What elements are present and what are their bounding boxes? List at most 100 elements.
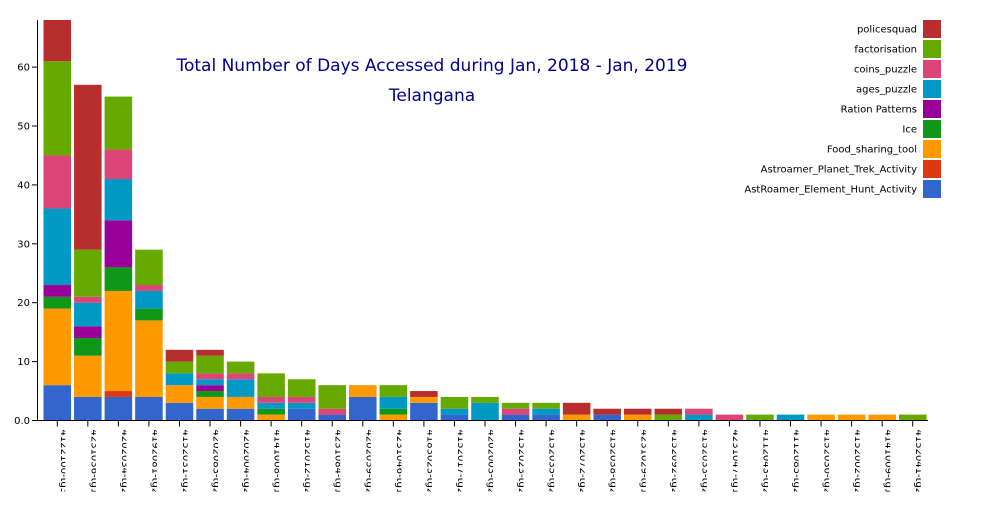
x-tick-label: 4141009-tg109 — [883, 430, 894, 508]
bar-segment — [532, 402, 560, 409]
x-tick-label: 4152002-tg202 — [852, 430, 863, 508]
legend-label: factorisation — [854, 45, 917, 56]
bar-segment — [226, 396, 255, 409]
bar-segment — [562, 414, 591, 421]
bar-segment — [532, 414, 560, 421]
x-tick-label: 4152038-tg238 — [608, 430, 619, 508]
legend: policesquad factorisation coins_puzzleages… — [744, 20, 941, 198]
bar-segment — [379, 385, 408, 397]
legend-swatch — [923, 60, 941, 78]
bar-segment — [104, 179, 133, 221]
bar-segment — [226, 408, 255, 421]
bar-segment — [43, 20, 72, 62]
bar-segment — [746, 414, 774, 421]
legend-swatch — [923, 40, 941, 58]
legend-label: ages_puzzle — [856, 85, 917, 96]
x-tick-label: 4192081-tg281 — [149, 430, 160, 508]
bar-segment — [318, 385, 347, 409]
bar-segment — [257, 396, 285, 403]
bar-segment — [318, 408, 347, 415]
bar-segment — [74, 338, 102, 356]
axes-layer: 0.0 10 20 30 40 50 60 — [14, 20, 928, 427]
x-tick-label: 4112085-tg285 — [791, 430, 802, 508]
bar-segment — [43, 208, 72, 286]
x-tick-label: 4152033-tg233 — [699, 430, 710, 508]
x-tick-label: 4202059-tg259 — [363, 430, 374, 508]
bar-segment — [562, 402, 591, 415]
x-tick-label: 4152030-tg230 — [822, 430, 833, 508]
bar-segment — [104, 290, 133, 392]
legend-swatch — [923, 100, 941, 118]
bar-segment — [379, 408, 408, 415]
bar-segment — [257, 402, 285, 409]
x-tick-label: 4152023-tg223 — [516, 430, 527, 508]
bar-segment — [196, 379, 224, 386]
bar-segment — [226, 379, 255, 397]
x-tick-label: 4231046-tg146 — [394, 430, 405, 508]
bar-segment — [196, 396, 224, 409]
x-tick-label: 4202003-tg203 — [486, 430, 497, 508]
bar-segment — [654, 414, 683, 421]
x-tick-label: 4231084-tg184 — [333, 430, 344, 508]
bar-segment — [226, 361, 255, 374]
bar-segment — [593, 414, 621, 421]
y-tick-label: 50 — [17, 122, 30, 133]
x-tick-label: 4202034-tg234 — [119, 430, 130, 508]
bar-segment — [257, 373, 285, 397]
legend-label: Ration Patterns — [841, 105, 917, 116]
bar-segment — [74, 396, 102, 421]
x-tick-label: 4152072-tg272 — [577, 430, 588, 508]
legend-swatch — [923, 160, 941, 178]
x-tick-label: 4152092-tg292 — [669, 430, 680, 508]
bar-segment — [257, 414, 285, 421]
bar-segment — [104, 391, 133, 397]
y-tick-label: 10 — [17, 357, 30, 368]
legend-label: Astroamer_Planet_Trek_Activity — [761, 165, 917, 176]
legend-label: AstRoamer_Element_Hunt_Activity — [744, 185, 917, 196]
bar-segment — [776, 414, 805, 421]
bar-segment — [837, 414, 866, 421]
legend-swatch — [923, 120, 941, 138]
bar-segment — [868, 414, 896, 421]
bar-segment — [196, 355, 224, 374]
bar-segment — [43, 61, 72, 156]
bar-segment — [501, 414, 530, 421]
bar-segment — [379, 396, 408, 409]
bar-segment — [165, 385, 194, 403]
bar-segment — [501, 402, 530, 409]
x-tick-label: 4122100-tg306 — [58, 430, 69, 508]
x-tick-label: 4152012-tg212 — [302, 430, 313, 508]
bar-segment — [685, 408, 713, 415]
x-tick-label: 4183023-tg23 — [424, 430, 435, 501]
bar-segment — [287, 408, 316, 421]
bar-segment — [440, 408, 469, 415]
bar-segment — [379, 414, 408, 421]
bar-segment — [43, 308, 72, 386]
x-tick-label: 4231047-tg147 — [730, 430, 741, 508]
bar-segment — [165, 361, 194, 374]
bar-segment — [196, 373, 224, 380]
bar-segment — [74, 302, 102, 327]
y-tick-label: 20 — [17, 298, 30, 309]
bar-segment — [287, 396, 316, 403]
x-tick-label: 4202004-tg204 — [241, 430, 252, 508]
bar-segment — [104, 396, 133, 421]
x-tick-label: 4152035-tg235 — [547, 430, 558, 508]
bar-segment — [74, 355, 102, 397]
bar-segment — [349, 385, 377, 397]
legend-label: policesquad — [857, 25, 917, 36]
x-tick-label: 4141008-tg108 — [272, 430, 283, 508]
legend-swatch — [923, 20, 941, 38]
bar-segment — [135, 308, 163, 321]
bars-layer — [43, 20, 927, 421]
bar-segment — [196, 408, 224, 421]
legend-swatch — [923, 180, 941, 198]
x-tick-label: 4112043-tg243 — [760, 430, 771, 508]
bar-segment — [165, 402, 194, 421]
bar-segment — [196, 385, 224, 392]
bar-segment — [104, 96, 133, 150]
bar-segment — [74, 326, 102, 339]
bar-segment — [471, 396, 499, 403]
x-tick-label: 4202083-tg283 — [211, 430, 222, 508]
